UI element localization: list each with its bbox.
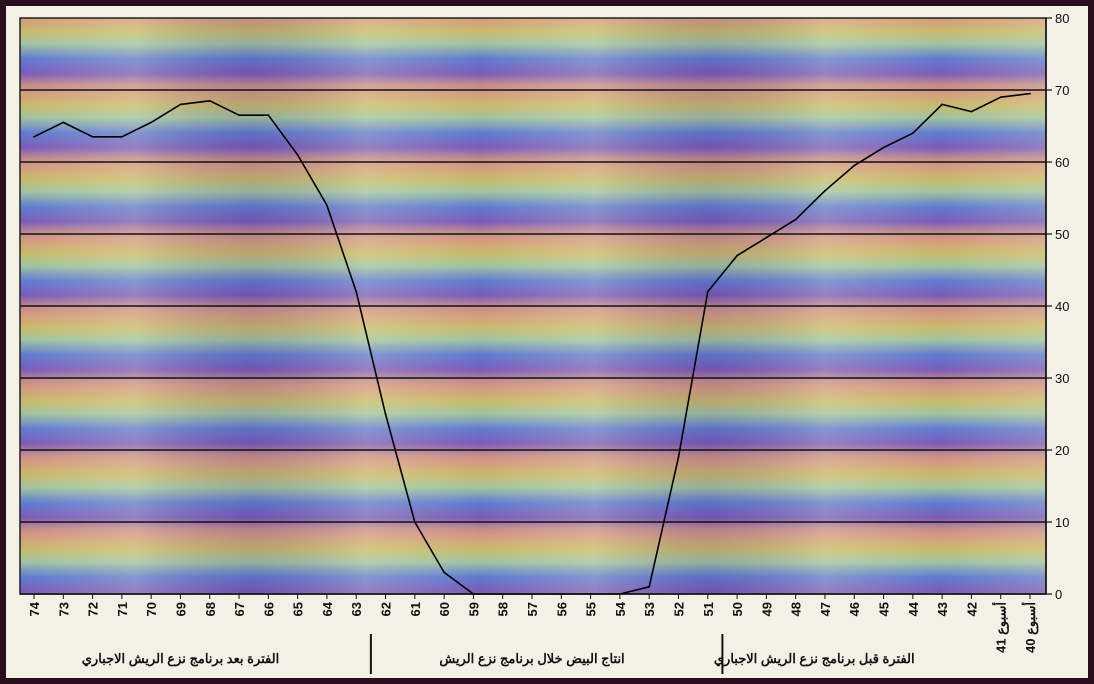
- y-tick-label: 30: [1055, 371, 1069, 386]
- data-point: [267, 114, 270, 117]
- x-tick-label: 50: [730, 602, 745, 616]
- x-tick-label: 40 أسبوع: [1022, 602, 1039, 653]
- y-tick-label: 50: [1055, 227, 1069, 242]
- y-tick-label: 40: [1055, 299, 1069, 314]
- x-tick-label: 60: [437, 602, 452, 616]
- x-tick-label: 52: [671, 602, 686, 616]
- x-tick-label: 59: [466, 602, 481, 616]
- data-point: [62, 121, 65, 124]
- y-tick-label: 70: [1055, 83, 1069, 98]
- x-tick-label: 58: [496, 602, 511, 616]
- data-point: [355, 290, 358, 293]
- x-tick-label: 51: [701, 602, 716, 616]
- x-tick-label: 61: [408, 602, 423, 616]
- data-point: [648, 585, 651, 588]
- data-point: [296, 153, 299, 156]
- data-point: [765, 236, 768, 239]
- data-point: [150, 121, 153, 124]
- x-tick-label: 63: [349, 602, 364, 616]
- x-tick-label: 41 أسبوع: [993, 602, 1010, 653]
- y-tick-label: 60: [1055, 155, 1069, 170]
- data-point: [824, 189, 826, 192]
- x-tick-label: 44: [906, 601, 921, 616]
- x-tick-label: 48: [789, 602, 804, 616]
- y-axis: 0 10 20 30 40 50 60 70 80: [1045, 11, 1069, 602]
- data-point: [208, 99, 211, 102]
- x-tick-label: 54: [613, 601, 628, 616]
- x-tick-label: 67: [232, 602, 247, 616]
- x-tick-label: 65: [291, 602, 306, 616]
- data-point: [413, 521, 416, 523]
- x-tick-label: 49: [759, 602, 774, 616]
- data-point: [1029, 92, 1031, 95]
- data-point: [970, 110, 973, 113]
- period-label: الفترة بعد برنامج نزع الريش الاجباري: [82, 651, 279, 667]
- data-point: [706, 290, 709, 293]
- y-tick-label: 80: [1055, 11, 1069, 26]
- data-point: [179, 103, 182, 106]
- chart-frame: 0 10 20 30 40 50 60 70 80 40 أسبوع 41 أسبوع 42 43 44…: [6, 6, 1088, 678]
- data-point: [911, 132, 914, 135]
- x-tick-label: 53: [642, 602, 657, 616]
- x-tick-label: 47: [818, 602, 833, 616]
- gridlines: [20, 89, 1046, 523]
- y-tick-label: 0: [1055, 587, 1062, 602]
- x-tick-label: 57: [525, 602, 540, 616]
- data-point: [120, 135, 123, 138]
- x-tick-label: 66: [261, 602, 276, 616]
- x-tick-label: 45: [877, 602, 892, 616]
- x-tick-label: 43: [935, 602, 950, 616]
- data-point: [384, 413, 387, 415]
- data-point: [794, 218, 797, 221]
- line-chart: 0 10 20 30 40 50 60 70 80 40 أسبوع 41 أسبوع 42 43 44…: [19, 11, 1069, 674]
- x-tick-label: 56: [554, 602, 569, 616]
- data-point: [443, 571, 446, 574]
- data-point: [91, 135, 94, 138]
- x-tick-label: 71: [115, 602, 130, 616]
- x-tick-label: 62: [379, 602, 394, 616]
- period-labels: الفترة قبل برنامج نزع الريش الاجباري انتا…: [82, 634, 915, 674]
- x-tick-label: 69: [173, 602, 188, 616]
- data-point: [736, 254, 738, 257]
- x-tick-label: 74: [27, 601, 42, 616]
- x-tick-label: 42: [964, 602, 979, 616]
- data-point: [882, 146, 885, 149]
- data-point: [677, 456, 680, 459]
- x-tick-label: 46: [847, 602, 862, 616]
- x-axis: 40 أسبوع 41 أسبوع 42 43 44 45 46 47 48 49 50 51 52 53…: [20, 593, 1046, 653]
- y-tick-label: 10: [1055, 515, 1069, 530]
- period-label: الفترة قبل برنامج نزع الريش الاجباري: [714, 651, 915, 667]
- period-label: انتاج البيض خلال برنامج نزع الريش: [439, 651, 624, 667]
- x-tick-label: 55: [584, 602, 599, 616]
- x-tick-label: 68: [203, 602, 218, 616]
- x-tick-label: 72: [86, 602, 101, 616]
- x-tick-label: 64: [320, 601, 335, 616]
- data-point: [33, 135, 35, 138]
- data-point: [326, 204, 328, 207]
- x-tick-label: 70: [144, 602, 159, 616]
- data-point: [238, 114, 240, 117]
- y-tick-label: 20: [1055, 443, 1069, 458]
- data-point: [853, 164, 856, 167]
- data-point: [999, 96, 1002, 99]
- x-tick-label: 73: [56, 602, 71, 616]
- data-point: [941, 103, 944, 106]
